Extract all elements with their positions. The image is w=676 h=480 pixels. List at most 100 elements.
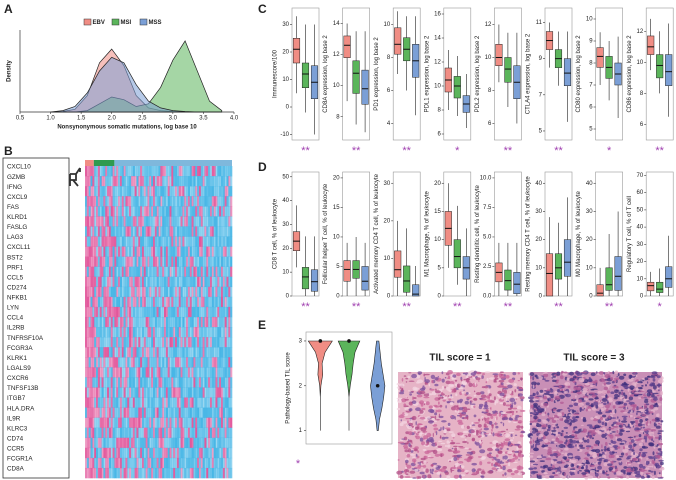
tissue-spot [514,451,519,453]
heatmap-cell [221,387,223,397]
tissue-spot [530,415,532,416]
heatmap-cell [102,317,104,327]
heatmap-cell [111,186,113,196]
heatmap-cell [91,337,93,347]
tissue-spot [647,396,652,397]
heatmap-cell [182,428,184,438]
heatmap-cell [87,257,89,267]
legend-label: MSS [149,20,162,26]
heatmap-cell [197,196,199,206]
heatmap-cell [89,458,91,468]
y-axis-label: Follicular helper T cell, % of leukocyte [323,183,329,284]
tissue-spot [578,466,581,469]
heatmap-cell [102,287,104,297]
tissue-spot [451,470,453,472]
heatmap-cell [159,307,161,317]
heatmap-cell [177,206,179,216]
heatmap-cell [114,277,116,287]
heatmap-cell [190,307,192,317]
heatmap-cell [192,357,194,367]
tissue-spot [433,466,438,467]
heatmap-cell [173,408,175,418]
heatmap-cell [190,267,192,277]
tissue-spot [593,401,598,405]
tissue-spot [399,384,405,387]
heatmap-cell [170,397,172,407]
tissue-spot [499,380,505,383]
y-tick-label: 0 [539,294,543,300]
heatmap-cell [87,438,89,448]
tissue-spot [405,467,407,469]
heatmap-cell [221,357,223,367]
heatmap-cell [225,186,227,196]
heatmap-cell [177,367,179,377]
heatmap-cell [195,206,197,216]
tissue-spot [617,438,622,441]
tissue-spot [533,404,536,408]
heatmap-cell [136,297,138,307]
heatmap-cell [116,196,118,206]
heatmap-cell [147,277,149,287]
heatmap-cell [157,287,159,297]
tissue-spot [489,421,492,425]
tissue-spot [548,415,549,417]
heatmap-cell [91,317,93,327]
tissue-spot [616,420,619,422]
tissue-spot [420,438,424,442]
heatmap-cell [190,377,192,387]
tissue-spot [586,447,589,450]
heatmap-cell [228,176,230,186]
heatmap-cell [225,458,227,468]
heatmap-cell [153,387,155,397]
tissue-spot [625,425,627,427]
tissue-spot [442,437,446,440]
heatmap-cell [155,347,157,357]
heatmap-cell [89,206,91,216]
heatmap-cell [125,438,127,448]
heatmap-cell [103,247,105,257]
heatmap-cell [102,438,104,448]
heatmap-cell [140,377,142,387]
tissue-spot [596,411,601,413]
heatmap-cell [151,196,153,206]
heatmap-cell [228,408,230,418]
heatmap-cell [170,176,172,186]
heatmap-cell [149,397,151,407]
heatmap-cell [135,438,137,448]
heatmap-cell [168,448,170,458]
heatmap-cell [136,226,138,236]
tissue-spot [624,408,625,411]
heatmap-cell [142,307,144,317]
heatmap-cell [116,327,118,337]
tissue-spot [424,377,425,381]
heatmap-cell [160,226,162,236]
heatmap-cell [195,226,197,236]
heatmap-cell [153,377,155,387]
heatmap-cell [92,468,94,478]
tissue-spot [620,395,623,399]
heatmap-cell [170,297,172,307]
heatmap-cell [184,428,186,438]
heatmap-cell [215,347,217,357]
tissue-spot [421,441,425,445]
heatmap-cell [184,347,186,357]
heatmap-cell [155,327,157,337]
tissue-spot [552,425,555,427]
tissue-spot [466,392,469,395]
tissue-spot [652,389,654,393]
tissue-spot [445,472,449,475]
heatmap-cell [201,468,203,478]
heatmap-cell [195,247,197,257]
tissue-spot [461,392,464,394]
tissue-spot [543,472,547,475]
row-label: IFNG [7,184,22,191]
heatmap-cell [168,196,170,206]
tissue-spot [631,410,633,413]
heatmap-cell [133,377,135,387]
heatmap-cell [230,226,232,236]
heatmap-cell [184,236,186,246]
tissue-spot [548,425,551,429]
tissue-spot [521,431,526,433]
heatmap-cell [149,287,151,297]
